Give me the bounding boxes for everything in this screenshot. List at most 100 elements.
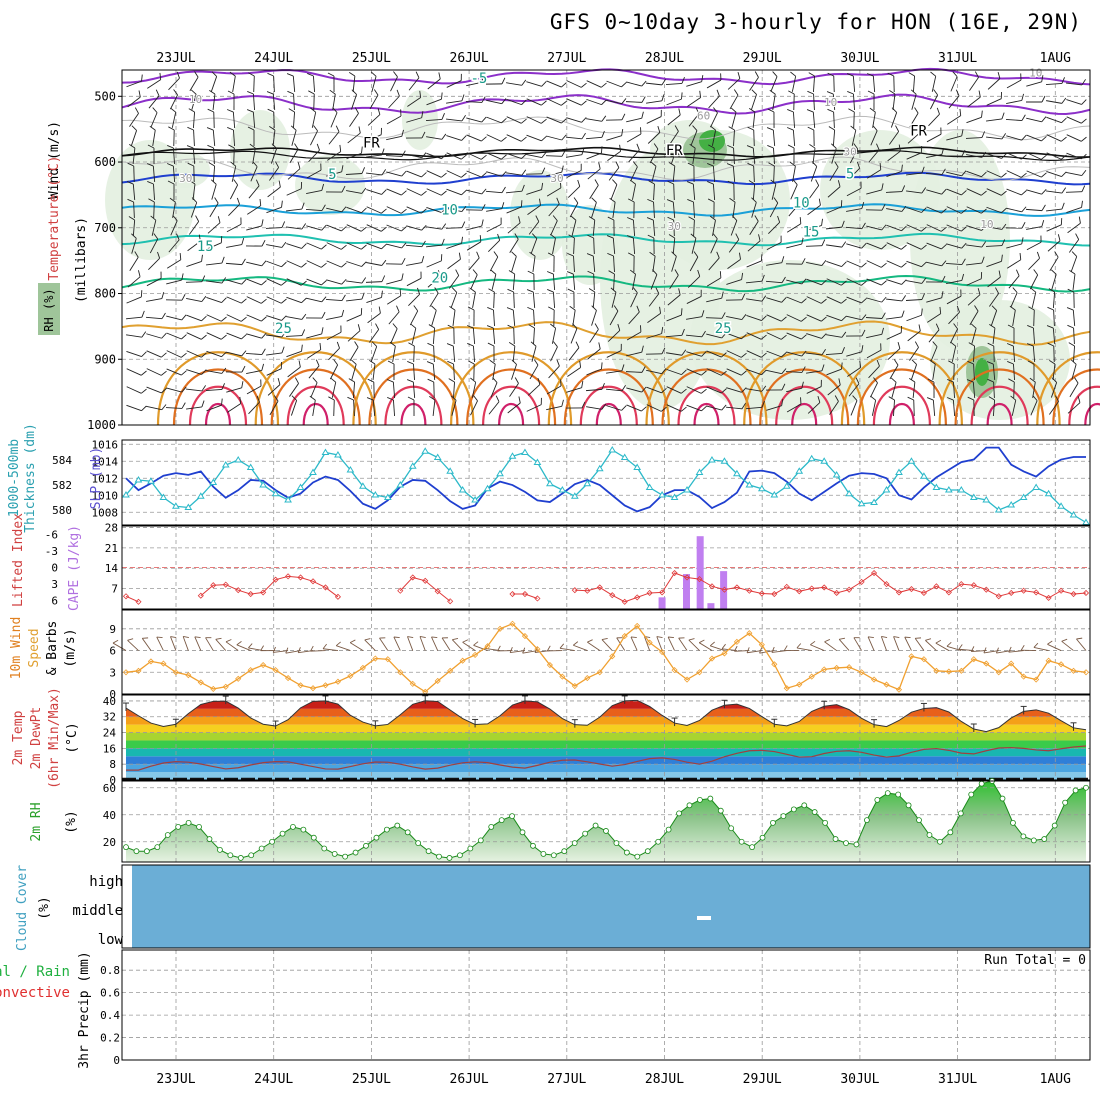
wind-barb xyxy=(570,323,578,344)
wind-barb-flag xyxy=(561,165,564,173)
wind-barb-shaft xyxy=(326,331,342,341)
wind-barb xyxy=(546,98,567,106)
wind-barb xyxy=(248,72,255,93)
wind-barb-flag xyxy=(721,352,727,358)
wind-barb-flag xyxy=(987,342,994,347)
wind-barb-shaft xyxy=(826,368,842,376)
wind-barb-10m xyxy=(205,637,214,651)
wind-barb-flag xyxy=(601,382,605,390)
wind-barb-10m-shaft xyxy=(734,650,750,652)
wind-barb-10m-flag xyxy=(796,643,802,649)
lifted-index-marker xyxy=(222,581,229,588)
wind-barb xyxy=(246,109,256,129)
wind-barb xyxy=(407,361,415,381)
wind-barb-flag xyxy=(191,197,198,203)
wind-barb xyxy=(710,233,718,254)
wind-barb-flag xyxy=(981,131,986,138)
wind-barb-shaft xyxy=(429,292,439,308)
temp-label-3: (6hr Min/Max) xyxy=(47,687,62,789)
wind-barb-flag xyxy=(861,222,866,229)
wind-barb-shaft xyxy=(1049,256,1059,272)
thickness-marker xyxy=(321,448,330,455)
wind-barb xyxy=(646,217,656,237)
wind-barb xyxy=(269,161,279,181)
wind-barb xyxy=(370,71,377,92)
wind-barb-shaft xyxy=(886,316,902,320)
wind-barb-10m-flag xyxy=(112,639,119,644)
wind-barb-shaft xyxy=(786,351,802,357)
wind-barb-shaft xyxy=(466,170,482,178)
wind-barb-shaft xyxy=(567,186,581,198)
wind-barb-flag xyxy=(166,163,174,167)
wind-barb-shaft xyxy=(766,241,782,251)
wind-barb-flag xyxy=(481,136,487,142)
wind-barb-shaft xyxy=(512,273,516,291)
contour-label: 15 xyxy=(197,239,214,255)
wind-barb xyxy=(687,198,695,219)
wind-barb-flag xyxy=(181,370,187,376)
wind-barb-flag xyxy=(573,197,579,204)
lifted-index-marker xyxy=(958,581,965,588)
wind-barb-flag xyxy=(826,91,834,95)
wind-barb-shaft xyxy=(746,368,762,376)
wind-barb-shaft xyxy=(466,152,482,160)
wind-barb xyxy=(606,235,616,255)
wind-barb-flag xyxy=(146,163,154,167)
wind-barb xyxy=(388,89,400,109)
wind-barb-10m-flag xyxy=(881,636,888,639)
wind-barb-shaft xyxy=(552,291,556,309)
wind-barb-shaft xyxy=(509,383,519,397)
wind-barb xyxy=(845,329,866,337)
wind-barb-flag xyxy=(138,270,141,277)
wind-barb-flag xyxy=(406,379,414,383)
wind-barb-flag xyxy=(281,346,285,354)
slp-tick-label: 1012 xyxy=(92,472,119,485)
wind-barb xyxy=(528,215,540,235)
wind-barb xyxy=(868,359,880,379)
wind-barb-shaft xyxy=(152,130,156,146)
wind-barb-shaft xyxy=(365,281,383,283)
wind-barb-flag xyxy=(754,215,759,222)
wind-barb xyxy=(588,288,596,309)
wind-barb-shaft xyxy=(353,399,355,417)
wind-barb-flag xyxy=(281,200,283,208)
pressure-tick-label: 900 xyxy=(94,352,116,366)
wind-barb-flag xyxy=(668,234,675,239)
wind-barb-shaft xyxy=(186,406,202,410)
wind-barb-10m-flag xyxy=(285,647,289,654)
wind-barb-shaft xyxy=(385,155,403,157)
wind-barb xyxy=(466,152,487,160)
wind-barb-shaft xyxy=(171,112,177,128)
date-label-bottom: 24JUL xyxy=(254,1072,293,1087)
rh-contour-label: 30 xyxy=(550,172,563,185)
wind-barb xyxy=(786,381,804,393)
wind-speed-marker xyxy=(1082,669,1090,676)
wind-barb-flag xyxy=(601,362,603,370)
wind-barb xyxy=(847,360,862,377)
wind-barb xyxy=(866,224,887,231)
wind-barb xyxy=(305,204,326,211)
warm-air-contour xyxy=(286,385,345,426)
thickness-marker xyxy=(982,496,991,503)
wind-barb-shaft xyxy=(286,296,302,304)
wind-barb xyxy=(649,251,656,272)
lifted-index-label: Lifted Index xyxy=(11,513,26,607)
wind-barb xyxy=(986,112,1005,122)
wind-barb-flag xyxy=(381,243,387,250)
wind-barb xyxy=(785,366,806,373)
date-label-top: 30JUL xyxy=(840,51,879,66)
rh2m-marker xyxy=(749,844,755,851)
wind-tick-label: 6 xyxy=(109,645,116,658)
wind-barb-shaft xyxy=(306,297,322,303)
wind-barb xyxy=(630,161,638,182)
wind-barb-shaft xyxy=(746,350,762,358)
wind-barb xyxy=(646,386,667,394)
wind-barb xyxy=(367,378,375,399)
wind-barb-shaft xyxy=(126,368,142,376)
wind-barb-flag xyxy=(666,199,674,203)
rh2m-marker xyxy=(300,826,307,833)
wind-barb-flag xyxy=(507,324,514,329)
wind-barb-shaft xyxy=(946,171,962,177)
wind-barb xyxy=(390,71,398,92)
wind-barb xyxy=(351,89,357,110)
